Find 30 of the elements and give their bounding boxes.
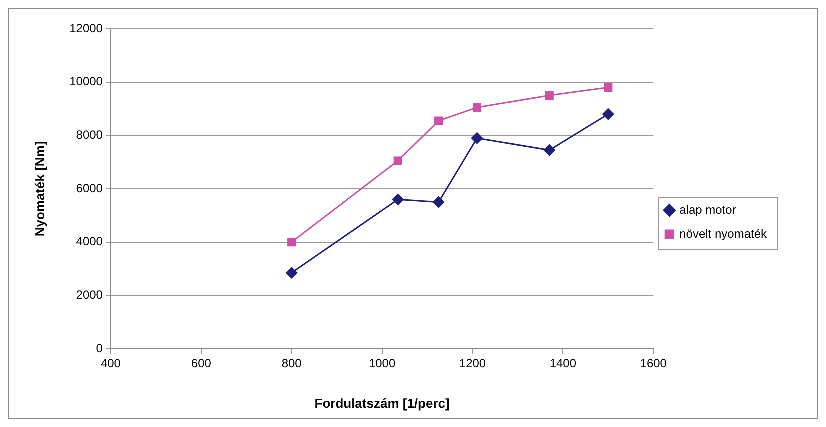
y-tick-label: 10000 [70,74,104,89]
y-tick-label: 0 [96,341,104,356]
point [472,132,484,144]
point [602,108,614,120]
point [288,238,296,247]
x-tick-label: 1400 [550,356,577,371]
y-tick-label: 2000 [76,288,104,302]
point [392,194,404,206]
x-tick-label: 1000 [368,356,396,371]
point [544,144,556,156]
y-tick-label: 12000 [70,21,104,36]
x-tick-label: 600 [191,356,212,371]
point [604,83,613,92]
point [286,267,298,279]
x-axis-title: Fordulatszám [1/perc] [314,396,450,411]
x-tick-label: 800 [282,356,302,371]
point [394,156,402,166]
point [472,103,482,112]
point [433,196,445,208]
legend-label: alap motor [680,202,736,217]
point [434,116,444,126]
y-tick-label: 6000 [76,181,104,196]
y-tick-label: 8000 [76,128,104,142]
legend-label: növelt nyomaték [680,226,768,241]
x-tick-label: 400 [100,356,122,371]
x-tick-label: 1600 [640,356,668,371]
point [545,91,554,100]
x-tick-label: 1200 [459,356,486,371]
y-tick-label: 4000 [76,234,104,249]
y-axis-title: Nyomaték [Nm] [32,141,48,237]
